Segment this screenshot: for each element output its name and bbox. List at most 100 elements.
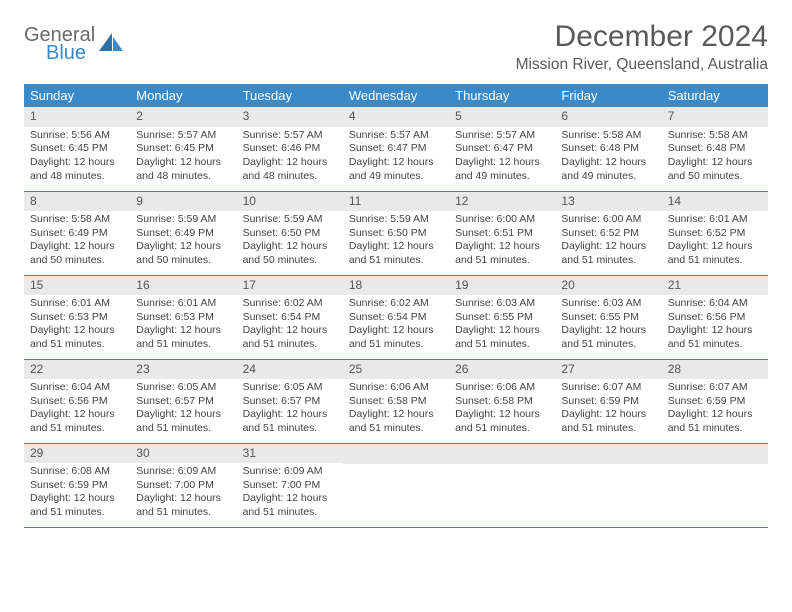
calendar-cell: 7Sunrise: 5:58 AMSunset: 6:48 PMDaylight… bbox=[662, 107, 768, 191]
calendar-cell: 19Sunrise: 6:03 AMSunset: 6:55 PMDayligh… bbox=[449, 275, 555, 359]
sunset-text: Sunset: 6:47 PM bbox=[455, 142, 549, 156]
calendar-cell: 16Sunrise: 6:01 AMSunset: 6:53 PMDayligh… bbox=[130, 275, 236, 359]
daylight-text: Daylight: 12 hours and 51 minutes. bbox=[561, 408, 655, 435]
calendar-cell: 13Sunrise: 6:00 AMSunset: 6:52 PMDayligh… bbox=[555, 191, 661, 275]
sunset-text: Sunset: 6:48 PM bbox=[668, 142, 762, 156]
day-number: 12 bbox=[449, 192, 555, 212]
sunset-text: Sunset: 7:00 PM bbox=[136, 479, 230, 493]
cell-body: Sunrise: 6:07 AMSunset: 6:59 PMDaylight:… bbox=[662, 379, 768, 440]
calendar-row: 22Sunrise: 6:04 AMSunset: 6:56 PMDayligh… bbox=[24, 359, 768, 443]
day-number: 2 bbox=[130, 107, 236, 127]
sunset-text: Sunset: 6:49 PM bbox=[30, 227, 124, 241]
sunrise-text: Sunrise: 6:07 AM bbox=[668, 381, 762, 395]
cell-body: Sunrise: 5:58 AMSunset: 6:48 PMDaylight:… bbox=[555, 127, 661, 188]
calendar-cell: 4Sunrise: 5:57 AMSunset: 6:47 PMDaylight… bbox=[343, 107, 449, 191]
calendar-cell: 1Sunrise: 5:56 AMSunset: 6:45 PMDaylight… bbox=[24, 107, 130, 191]
daylight-text: Daylight: 12 hours and 50 minutes. bbox=[668, 156, 762, 183]
sunrise-text: Sunrise: 6:03 AM bbox=[561, 297, 655, 311]
daylight-text: Daylight: 12 hours and 51 minutes. bbox=[136, 324, 230, 351]
title-block: December 2024 Mission River, Queensland,… bbox=[516, 20, 768, 74]
sunrise-text: Sunrise: 5:59 AM bbox=[136, 213, 230, 227]
daylight-text: Daylight: 12 hours and 51 minutes. bbox=[243, 324, 337, 351]
logo-word-blue: Blue bbox=[24, 44, 95, 62]
calendar-cell: 8Sunrise: 5:58 AMSunset: 6:49 PMDaylight… bbox=[24, 191, 130, 275]
sunset-text: Sunset: 6:59 PM bbox=[561, 395, 655, 409]
cell-body: Sunrise: 5:58 AMSunset: 6:49 PMDaylight:… bbox=[24, 211, 130, 272]
cell-body: Sunrise: 6:02 AMSunset: 6:54 PMDaylight:… bbox=[343, 295, 449, 356]
calendar-cell: 28Sunrise: 6:07 AMSunset: 6:59 PMDayligh… bbox=[662, 359, 768, 443]
cell-body: Sunrise: 6:05 AMSunset: 6:57 PMDaylight:… bbox=[237, 379, 343, 440]
day-number: 3 bbox=[237, 107, 343, 127]
day-header-tuesday: Tuesday bbox=[237, 84, 343, 107]
sunrise-text: Sunrise: 6:01 AM bbox=[136, 297, 230, 311]
day-number: 30 bbox=[130, 444, 236, 464]
calendar-cell: 10Sunrise: 5:59 AMSunset: 6:50 PMDayligh… bbox=[237, 191, 343, 275]
cell-body: Sunrise: 5:58 AMSunset: 6:48 PMDaylight:… bbox=[662, 127, 768, 188]
cell-body: Sunrise: 6:01 AMSunset: 6:53 PMDaylight:… bbox=[24, 295, 130, 356]
sunrise-text: Sunrise: 6:03 AM bbox=[455, 297, 549, 311]
day-header-monday: Monday bbox=[130, 84, 236, 107]
calendar-cell: 25Sunrise: 6:06 AMSunset: 6:58 PMDayligh… bbox=[343, 359, 449, 443]
logo-text: General Blue bbox=[24, 26, 95, 62]
daylight-text: Daylight: 12 hours and 51 minutes. bbox=[668, 240, 762, 267]
sunset-text: Sunset: 6:56 PM bbox=[30, 395, 124, 409]
daylight-text: Daylight: 12 hours and 51 minutes. bbox=[561, 324, 655, 351]
daynum-bar-empty bbox=[343, 444, 449, 464]
cell-body: Sunrise: 6:07 AMSunset: 6:59 PMDaylight:… bbox=[555, 379, 661, 440]
daynum-bar-empty bbox=[662, 444, 768, 464]
day-number: 17 bbox=[237, 276, 343, 296]
daylight-text: Daylight: 12 hours and 51 minutes. bbox=[30, 492, 124, 519]
sunrise-text: Sunrise: 6:09 AM bbox=[243, 465, 337, 479]
cell-body: Sunrise: 6:01 AMSunset: 6:53 PMDaylight:… bbox=[130, 295, 236, 356]
calendar-table: SundayMondayTuesdayWednesdayThursdayFrid… bbox=[24, 84, 768, 528]
sunrise-text: Sunrise: 5:58 AM bbox=[30, 213, 124, 227]
sunset-text: Sunset: 6:54 PM bbox=[243, 311, 337, 325]
sunset-text: Sunset: 6:45 PM bbox=[30, 142, 124, 156]
sunrise-text: Sunrise: 5:58 AM bbox=[561, 129, 655, 143]
sunset-text: Sunset: 6:53 PM bbox=[30, 311, 124, 325]
daylight-text: Daylight: 12 hours and 51 minutes. bbox=[243, 492, 337, 519]
cell-body: Sunrise: 5:59 AMSunset: 6:50 PMDaylight:… bbox=[343, 211, 449, 272]
cell-body: Sunrise: 6:08 AMSunset: 6:59 PMDaylight:… bbox=[24, 463, 130, 524]
sunrise-text: Sunrise: 6:00 AM bbox=[455, 213, 549, 227]
sunrise-text: Sunrise: 6:06 AM bbox=[349, 381, 443, 395]
sunset-text: Sunset: 6:50 PM bbox=[349, 227, 443, 241]
calendar-cell: 2Sunrise: 5:57 AMSunset: 6:45 PMDaylight… bbox=[130, 107, 236, 191]
daylight-text: Daylight: 12 hours and 51 minutes. bbox=[136, 492, 230, 519]
day-number: 28 bbox=[662, 360, 768, 380]
day-header-wednesday: Wednesday bbox=[343, 84, 449, 107]
sunset-text: Sunset: 6:55 PM bbox=[455, 311, 549, 325]
day-number: 9 bbox=[130, 192, 236, 212]
calendar-cell: 31Sunrise: 6:09 AMSunset: 7:00 PMDayligh… bbox=[237, 443, 343, 527]
day-header-friday: Friday bbox=[555, 84, 661, 107]
calendar-cell: 15Sunrise: 6:01 AMSunset: 6:53 PMDayligh… bbox=[24, 275, 130, 359]
cell-body: Sunrise: 6:05 AMSunset: 6:57 PMDaylight:… bbox=[130, 379, 236, 440]
day-number: 4 bbox=[343, 107, 449, 127]
day-number: 5 bbox=[449, 107, 555, 127]
daylight-text: Daylight: 12 hours and 51 minutes. bbox=[349, 408, 443, 435]
day-number: 16 bbox=[130, 276, 236, 296]
sunrise-text: Sunrise: 6:02 AM bbox=[349, 297, 443, 311]
calendar-row: 8Sunrise: 5:58 AMSunset: 6:49 PMDaylight… bbox=[24, 191, 768, 275]
sunset-text: Sunset: 6:53 PM bbox=[136, 311, 230, 325]
sunrise-text: Sunrise: 5:56 AM bbox=[30, 129, 124, 143]
sunset-text: Sunset: 6:46 PM bbox=[243, 142, 337, 156]
calendar-row: 1Sunrise: 5:56 AMSunset: 6:45 PMDaylight… bbox=[24, 107, 768, 191]
day-number: 26 bbox=[449, 360, 555, 380]
daylight-text: Daylight: 12 hours and 49 minutes. bbox=[455, 156, 549, 183]
calendar-cell: 21Sunrise: 6:04 AMSunset: 6:56 PMDayligh… bbox=[662, 275, 768, 359]
sunrise-text: Sunrise: 5:59 AM bbox=[243, 213, 337, 227]
day-number: 14 bbox=[662, 192, 768, 212]
daylight-text: Daylight: 12 hours and 48 minutes. bbox=[243, 156, 337, 183]
daylight-text: Daylight: 12 hours and 49 minutes. bbox=[349, 156, 443, 183]
sunrise-text: Sunrise: 6:05 AM bbox=[243, 381, 337, 395]
cell-body: Sunrise: 5:57 AMSunset: 6:47 PMDaylight:… bbox=[343, 127, 449, 188]
day-number: 27 bbox=[555, 360, 661, 380]
cell-body: Sunrise: 6:09 AMSunset: 7:00 PMDaylight:… bbox=[237, 463, 343, 524]
day-header-thursday: Thursday bbox=[449, 84, 555, 107]
daylight-text: Daylight: 12 hours and 51 minutes. bbox=[136, 408, 230, 435]
sunset-text: Sunset: 6:57 PM bbox=[136, 395, 230, 409]
cell-body: Sunrise: 6:00 AMSunset: 6:52 PMDaylight:… bbox=[555, 211, 661, 272]
daylight-text: Daylight: 12 hours and 51 minutes. bbox=[455, 240, 549, 267]
calendar-cell: 9Sunrise: 5:59 AMSunset: 6:49 PMDaylight… bbox=[130, 191, 236, 275]
